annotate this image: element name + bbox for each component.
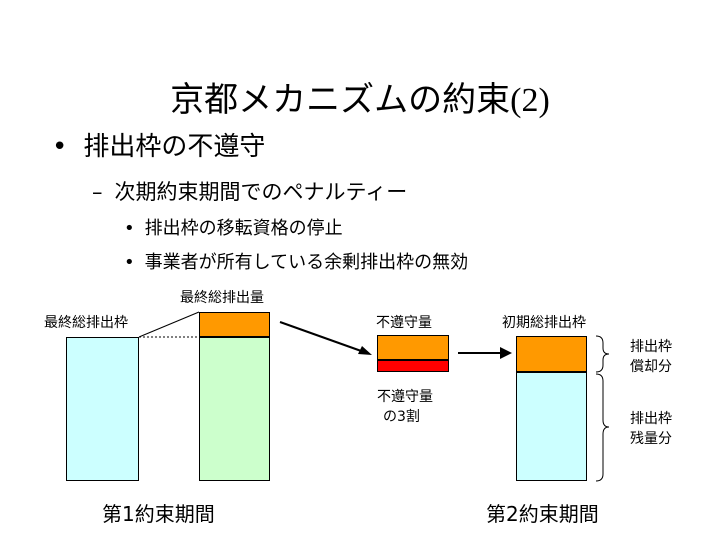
label-repay-line1: 排出枠: [630, 339, 672, 355]
noncompliance-bar: [377, 335, 449, 360]
brace-remain-icon: [595, 373, 610, 482]
bullet-level3-a-text: 排出枠の移転資格の停止: [144, 218, 343, 239]
bullet-dot-icon: •: [124, 218, 135, 239]
period2-remain-bar: [516, 372, 587, 481]
period1-excess-bar: [199, 312, 270, 337]
bullet-level2-text: 次期約束期間でのペナルティー: [114, 180, 408, 204]
bullet-dash-icon: –: [92, 180, 103, 204]
label-remain-line2: 残量分: [630, 431, 672, 447]
brace-repay-icon: [595, 335, 610, 373]
period1-quota-bar: [66, 337, 139, 481]
title-main: 京都メカニズムの約束: [170, 80, 511, 120]
label-repay-line2: 償却分: [630, 359, 672, 375]
label-total-emissions: 最終総排出量: [180, 290, 264, 306]
label-period1: 第1約束期間: [102, 502, 215, 526]
bullet-level3-b-text: 事業者が所有している余剰排出枠の無効: [144, 252, 469, 273]
bullet-level1-text: 排出枠の不遵守: [83, 132, 266, 162]
label-penalty-line1: 不遵守量: [377, 389, 433, 405]
label-penalty-line2: の3割: [383, 409, 420, 425]
bullet-level1: • 排出枠の不遵守: [52, 126, 265, 163]
arrow-head-icon: [358, 346, 372, 355]
bullet-level3-b: • 事業者が所有している余剰排出枠の無効: [124, 248, 468, 274]
label-remain-line1: 排出枠: [630, 411, 672, 427]
arrow-head-icon: [500, 347, 512, 359]
bullet-level3-a: • 排出枠の移転資格の停止: [124, 214, 343, 240]
slope-line: [138, 311, 200, 338]
label-total-quota: 最終総排出枠: [44, 315, 128, 331]
bullet-level2: – 次期約束期間でのペナルティー: [92, 176, 407, 206]
bullet-dot-icon: •: [52, 132, 68, 162]
slide-title: 京都メカニズムの約束(2): [0, 72, 720, 121]
label-initial-quota: 初期総排出枠: [502, 315, 586, 331]
bullet-dot-icon: •: [124, 252, 135, 273]
arrow-to-noncompliance: [279, 321, 365, 353]
title-paren: (2): [510, 82, 550, 119]
label-period2: 第2約束期間: [486, 502, 599, 526]
period2-repay-bar: [516, 336, 587, 372]
period1-emissions-bar: [199, 337, 270, 481]
label-noncompliance: 不遵守量: [376, 315, 432, 331]
penalty-bar: [377, 360, 449, 372]
